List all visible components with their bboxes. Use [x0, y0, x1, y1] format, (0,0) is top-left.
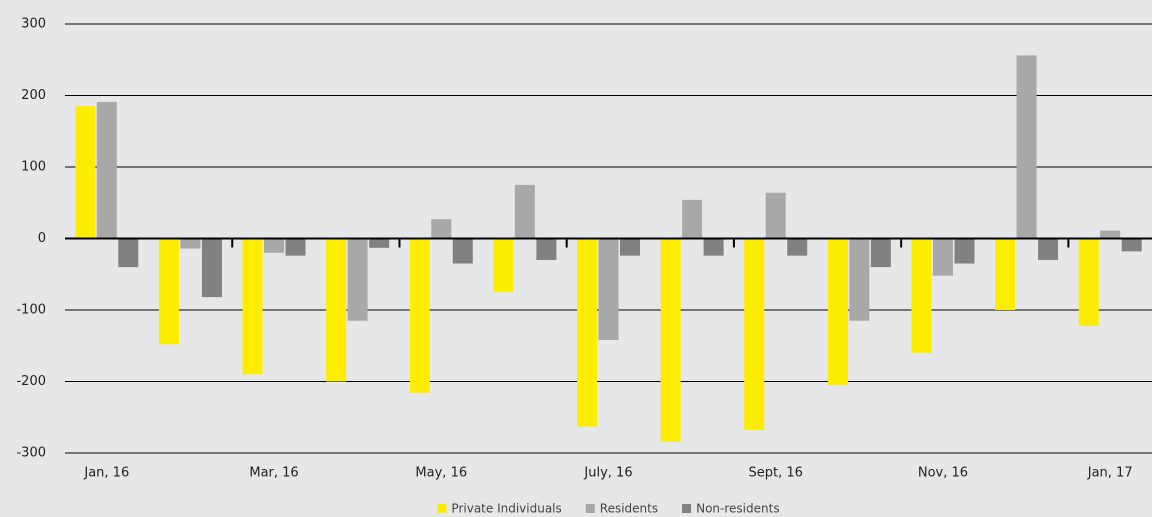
x-tick-label: Nov, 16 [918, 466, 968, 481]
bar [620, 238, 640, 256]
bar [180, 238, 201, 249]
legend-swatch [682, 504, 692, 513]
bar [1038, 238, 1059, 260]
bar [682, 199, 703, 239]
y-tick-label: -300 [16, 446, 46, 461]
x-tick-label: Mar, 16 [249, 466, 298, 481]
bar [347, 238, 368, 321]
bar [242, 238, 263, 375]
legend-label: Private Individuals [451, 502, 561, 516]
bar [870, 238, 891, 268]
x-tick-label: May, 16 [415, 466, 467, 481]
bar [703, 238, 724, 256]
bar [660, 238, 681, 442]
legend-label: Non-residents [696, 502, 779, 516]
y-tick-label: 0 [38, 231, 46, 246]
x-tick-label: Jan, 16 [83, 466, 129, 481]
bar [577, 238, 597, 427]
bar [827, 238, 848, 386]
x-tick-label: Sept, 16 [749, 466, 803, 481]
bar [75, 106, 96, 239]
bar [158, 238, 179, 345]
y-tick-label: 200 [21, 88, 46, 103]
bar [932, 238, 953, 276]
bar [911, 238, 932, 353]
bar [1100, 230, 1121, 239]
bar [409, 238, 430, 393]
bar [118, 238, 139, 268]
y-tick-label: -100 [16, 303, 46, 318]
x-tick-label: July, 16 [583, 466, 632, 481]
legend-label: Residents [600, 502, 658, 516]
bar [849, 238, 870, 321]
bar [369, 238, 390, 248]
bar [787, 238, 808, 256]
bar [493, 238, 514, 293]
bar [326, 238, 347, 382]
bar [765, 192, 786, 239]
bar [201, 238, 222, 298]
bar [536, 238, 557, 260]
y-tick-label: -200 [16, 374, 46, 389]
bar [954, 238, 975, 264]
bar [96, 101, 117, 239]
bar [1016, 55, 1037, 239]
bar [514, 184, 535, 239]
legend-swatch [585, 504, 595, 513]
bar [995, 238, 1016, 310]
bar [598, 238, 619, 341]
legend-swatch [437, 504, 447, 513]
x-tick-label: Jan, 17 [1087, 466, 1133, 481]
bar [1121, 238, 1142, 252]
bar [431, 219, 452, 239]
bar [452, 238, 473, 264]
y-tick-label: 100 [21, 160, 46, 175]
bar [744, 238, 765, 431]
bar [285, 238, 306, 256]
bar [1078, 238, 1099, 326]
y-tick-label: 300 [21, 17, 46, 32]
bar [264, 238, 285, 253]
